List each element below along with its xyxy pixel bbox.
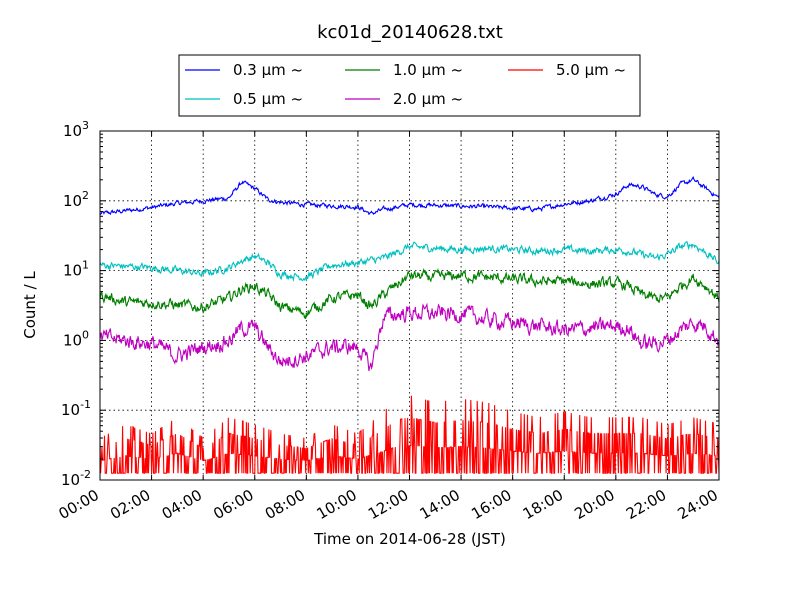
y-tick-label: 102 <box>63 189 89 210</box>
plot-frame <box>99 130 720 481</box>
x-tick-label: 12:00 <box>365 486 411 523</box>
x-tick-label: 22:00 <box>623 486 669 523</box>
series-line-3 <box>99 302 720 371</box>
x-tick-label: 24:00 <box>675 486 721 523</box>
x-tick-label: 00:00 <box>56 486 102 523</box>
y-tick-label: 10-1 <box>61 398 91 419</box>
chart-title: kc01d_20140628.txt <box>317 22 503 43</box>
x-tick-label: 02:00 <box>107 486 153 523</box>
legend: 0.3 µm ~ 0.5 µm ~ 1.0 µm ~ 2.0 µm ~ 5.0 µm ~ <box>178 54 641 117</box>
grid <box>100 131 719 480</box>
series-line-4 <box>99 395 720 474</box>
x-tick-label: 18:00 <box>520 486 566 523</box>
x-tick-label: 16:00 <box>468 486 514 523</box>
series-line-1 <box>99 240 720 282</box>
x-tick-label: 14:00 <box>417 486 463 523</box>
y-axis-label: Count / L <box>21 271 39 339</box>
y-tick-label: 101 <box>63 259 89 280</box>
y-tick-label: 10-2 <box>61 468 91 489</box>
series-line-2 <box>99 267 720 319</box>
series-layer <box>99 176 720 474</box>
x-tick-label: 04:00 <box>159 486 205 523</box>
legend-box <box>178 54 641 117</box>
x-axis-label: Time on 2014-06-28 (JST) <box>313 530 506 548</box>
x-tick-label: 06:00 <box>210 486 256 523</box>
x-tick-label: 10:00 <box>313 486 359 523</box>
legend-label: 5.0 µm ~ <box>556 61 626 79</box>
y-tick-label: 103 <box>63 119 89 140</box>
series-line-0 <box>99 176 720 216</box>
legend-label: 2.0 µm ~ <box>393 90 463 108</box>
x-tick-label: 08:00 <box>262 486 308 523</box>
legend-label: 1.0 µm ~ <box>393 61 463 79</box>
x-tick-label: 20:00 <box>571 486 617 523</box>
y-tick-label: 100 <box>63 328 89 349</box>
legend-label: 0.5 µm ~ <box>233 90 303 108</box>
legend-label: 0.3 µm ~ <box>233 61 303 79</box>
